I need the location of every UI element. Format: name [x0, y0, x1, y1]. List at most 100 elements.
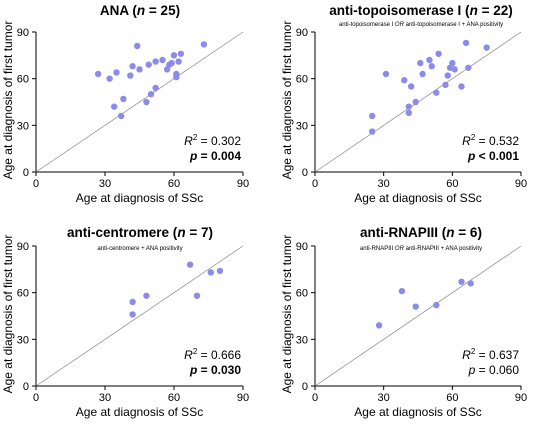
- x-tick-label: 90: [515, 178, 527, 190]
- data-point: [173, 73, 180, 81]
- x-tick-label: 30: [99, 392, 111, 404]
- x-axis-label: Age at diagnosis of SSc: [354, 405, 481, 419]
- chart-subtitle: anti-topoisomerase I OR anti-topoisomera…: [339, 22, 503, 28]
- r-squared-exponent: 2: [471, 133, 476, 142]
- r-squared-value: = 0.302: [197, 134, 241, 148]
- y-tick-label: 0: [302, 381, 308, 393]
- identity-line: [35, 245, 244, 387]
- chart-subtitle: anti-RNAPIII OR anti-RNAPIII + ANA posit…: [360, 246, 482, 252]
- data-point: [170, 52, 178, 59]
- chart-title-suffix: = 22): [478, 3, 513, 18]
- r-squared-value: = 0.637: [475, 348, 519, 362]
- data-point: [417, 59, 424, 67]
- subtitle-part: anti-topoisomerase I + ANA positivity: [404, 22, 503, 28]
- y-tick-label: 60: [296, 74, 308, 86]
- r-squared-exponent: 2: [471, 347, 476, 356]
- data-point: [207, 269, 214, 276]
- x-tick-label: 30: [378, 392, 390, 404]
- data-point: [147, 91, 155, 98]
- chart-panel-2: anti-topoisomerase I (n = 22)anti-topois…: [280, 3, 527, 205]
- r-squared-label: R2 = 0.637: [462, 347, 519, 362]
- data-point: [200, 41, 208, 48]
- p-value: = 0.004: [197, 149, 241, 163]
- r-squared-symbol: R: [462, 134, 471, 148]
- p-value-label: p = 0.004: [189, 149, 241, 163]
- data-point: [435, 50, 442, 57]
- data-point: [458, 278, 465, 285]
- r-squared-exponent: 2: [193, 347, 198, 356]
- r-squared-label: R2 = 0.666: [184, 347, 241, 362]
- r-squared-symbol: R: [462, 348, 471, 362]
- data-point: [369, 128, 376, 135]
- chart-title-prefix: anti-centromere (: [67, 225, 178, 240]
- data-point: [143, 98, 150, 106]
- data-point: [412, 98, 419, 106]
- data-point: [444, 72, 451, 79]
- data-point: [426, 56, 433, 64]
- p-value-label: p = 0.030: [189, 363, 241, 377]
- data-point: [382, 70, 390, 78]
- p-symbol: p: [189, 363, 197, 377]
- y-tick-label: 90: [296, 27, 308, 39]
- r-squared-exponent: 2: [193, 133, 198, 142]
- y-tick-label: 60: [296, 288, 308, 300]
- y-tick-label: 30: [17, 334, 29, 346]
- chart-title-n: n: [177, 225, 185, 240]
- data-point: [405, 103, 413, 110]
- data-point: [465, 64, 472, 71]
- x-tick-label: 60: [446, 178, 458, 190]
- data-point: [433, 89, 440, 96]
- p-symbol: p: [467, 149, 475, 163]
- data-point: [159, 56, 166, 64]
- data-point: [419, 70, 426, 78]
- data-point: [175, 58, 182, 65]
- data-point: [143, 292, 150, 299]
- chart-title: ANA (n = 25): [100, 3, 180, 18]
- subtitle-or: OR: [395, 246, 405, 252]
- r-squared-value: = 0.532: [475, 134, 519, 148]
- x-tick-label: 0: [33, 392, 39, 404]
- data-point: [113, 69, 120, 76]
- data-point: [458, 83, 465, 90]
- data-point: [405, 109, 413, 117]
- y-tick-label: 90: [296, 241, 308, 253]
- y-tick-label: 90: [17, 241, 29, 253]
- x-axis-label: Age at diagnosis of SSc: [76, 191, 203, 205]
- subtitle-part: anti-RNAPIII: [360, 246, 395, 252]
- p-value: = 0.030: [197, 363, 241, 377]
- data-point: [462, 39, 470, 47]
- data-point: [428, 63, 435, 70]
- chart-title-n: n: [137, 3, 145, 18]
- data-point: [106, 75, 113, 82]
- chart-title: anti-centromere (n = 7): [67, 225, 213, 240]
- chart-title-n: n: [470, 3, 478, 18]
- y-axis-label: Age at diagnosis of first tumor: [280, 21, 294, 180]
- data-point: [152, 84, 159, 92]
- y-tick-label: 0: [23, 167, 29, 179]
- y-axis-label: Age at diagnosis of first tumor: [280, 235, 294, 394]
- x-tick-label: 60: [168, 178, 180, 190]
- identity-line: [314, 245, 522, 387]
- x-tick-label: 0: [312, 392, 318, 404]
- y-tick-label: 90: [17, 27, 29, 39]
- x-tick-label: 90: [515, 392, 527, 404]
- data-point: [369, 112, 376, 120]
- r-squared-label: R2 = 0.532: [462, 133, 519, 148]
- data-point: [467, 280, 474, 287]
- x-tick-label: 0: [312, 178, 318, 190]
- chart-title-prefix: anti-RNAPIII (: [360, 225, 447, 240]
- r-squared-value: = 0.666: [197, 348, 241, 362]
- x-tick-label: 30: [378, 178, 390, 190]
- x-tick-label: 60: [446, 392, 458, 404]
- r-squared-symbol: R: [184, 134, 193, 148]
- identity-line: [35, 31, 244, 173]
- data-point: [129, 63, 136, 70]
- p-value: < 0.001: [475, 149, 519, 163]
- p-symbol: p: [189, 149, 197, 163]
- data-point: [407, 83, 415, 90]
- data-point: [433, 301, 440, 309]
- x-tick-label: 0: [33, 178, 39, 190]
- chart-title-suffix: = 7): [186, 225, 213, 240]
- data-point: [375, 322, 383, 329]
